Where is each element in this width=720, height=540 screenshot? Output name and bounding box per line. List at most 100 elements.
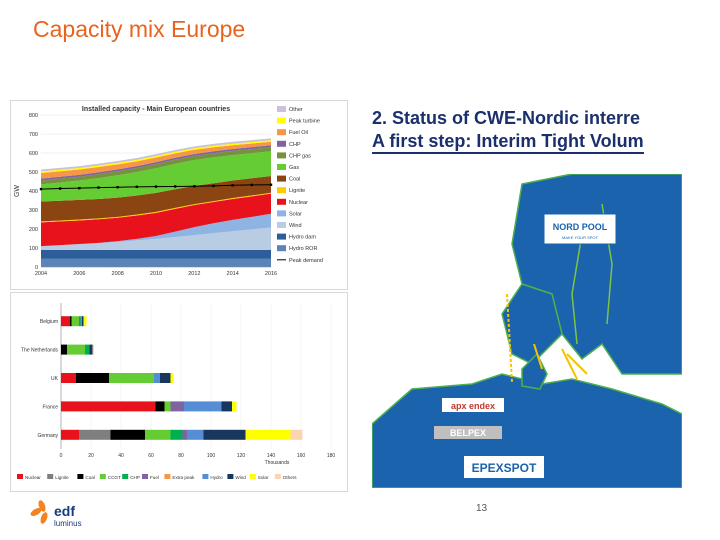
chart2-bar-ccgt [109, 373, 154, 383]
chart2-xtick: 120 [237, 453, 246, 459]
chart2-bar-wind [82, 316, 84, 326]
chart1-peak-demand-point [212, 185, 214, 187]
cwe-title-line2: A first step: Interim Tight Volum [372, 131, 644, 154]
chart1-peak-demand-point [270, 184, 272, 186]
chart2-bar-solar [171, 373, 174, 383]
chart2-legend-label: CHP [130, 475, 140, 480]
cwe-nordic-map: NORD POOL MAKE YOUR SPOT apx endex BELPE… [372, 174, 682, 488]
chart2-bar-hydro [81, 316, 83, 326]
chart1-xtick: 2014 [227, 271, 239, 277]
chart2-bar-coal [70, 316, 72, 326]
chart2-xlabel: Thousands [265, 460, 290, 466]
chart1-legend-swatch [277, 176, 286, 182]
edf-flower-icon [30, 499, 49, 524]
chart1-xtick: 2016 [265, 271, 277, 277]
chart1-legend-label: Hydro dam [289, 235, 316, 241]
chart1-legend-label: Solar [289, 211, 302, 217]
chart2-bar-chp [171, 430, 183, 440]
chart2-legend-swatch [164, 474, 170, 479]
chart2-bar-nuclear [61, 373, 76, 383]
chart1-ylabel: GW [14, 185, 21, 197]
chart1-legend-label: Hydro ROR [289, 246, 317, 252]
chart2-legend-swatch [77, 474, 83, 479]
chart1-peak-demand-point [136, 186, 138, 188]
chart2-bar-nuclear [61, 430, 79, 440]
chart2-legend-swatch [100, 474, 106, 479]
chart2-xtick: 0 [60, 453, 63, 459]
belpex-label: BELPEX [450, 428, 486, 438]
chart2-xtick: 160 [297, 453, 306, 459]
chart2-category-label: Germany [37, 433, 58, 439]
chart2-category-label: Belgium [40, 319, 58, 325]
chart2-xtick: 140 [267, 453, 276, 459]
chart2-bar-ccgt [145, 430, 171, 440]
chart2-bar-solar [232, 401, 237, 411]
chart1-xtick: 2010 [150, 271, 162, 277]
chart2-legend-label: Coal [85, 475, 94, 480]
nordpool-sub: MAKE YOUR SPOT [562, 235, 598, 240]
chart1-legend-swatch [277, 199, 286, 205]
chart2-bar-wind [160, 373, 171, 383]
chart2-legend-swatch [142, 474, 148, 479]
chart1-ytick: 600 [29, 151, 38, 157]
chart1-ytick: 800 [29, 113, 38, 119]
chart2-legend-swatch [202, 474, 208, 479]
apx-logo: apx endex [442, 398, 504, 412]
chart1-legend-peak-label: Peak demand [289, 258, 323, 264]
cwe-nordic-title: 2. Status of CWE-Nordic interre A first … [372, 108, 684, 154]
chart1-legend-swatch [277, 129, 286, 135]
chart2-legend-swatch [275, 474, 281, 479]
chart1-legend-swatch [277, 210, 286, 216]
edf-brand: edf [54, 503, 75, 519]
chart1-legend-label: Coal [289, 177, 300, 183]
chart2-legend-swatch [250, 474, 256, 479]
chart1-peak-demand-point [116, 186, 118, 188]
chart1-peak-demand-point [155, 185, 157, 187]
chart1-peak-demand-point [97, 186, 99, 188]
chart2-bar-hydro [154, 373, 160, 383]
chart1-xtick: 2008 [112, 271, 124, 277]
chart2-xtick: 20 [88, 453, 94, 459]
chart1-peak-demand-point [59, 187, 61, 189]
chart1-xtick: 2006 [73, 271, 85, 277]
chart2-legend-label: CCGT [108, 475, 121, 480]
installed-capacity-chart: Installed capacity - Main European count… [10, 100, 348, 290]
chart1-xtick: 2012 [188, 271, 200, 277]
chart1-legend-label: Nuclear [289, 200, 308, 206]
chart1-legend-label: CHP [289, 142, 301, 148]
chart2-bar-others [291, 430, 303, 440]
chart2-category-label: The Netherlands [21, 348, 58, 354]
apx-label: apx endex [451, 401, 495, 411]
chart1-legend-swatch [277, 234, 286, 240]
chart1-area-hydro-dam [41, 250, 271, 259]
chart1-peak-demand-point [174, 185, 176, 187]
chart2-legend-label: Nuclear [25, 475, 41, 480]
chart1-title: Installed capacity - Main European count… [82, 106, 230, 113]
chart2-xtick: 100 [207, 453, 216, 459]
chart2-legend-label: Lignite [55, 475, 69, 480]
chart2-category-label: UK [51, 376, 59, 382]
chart2-xtick: 60 [148, 453, 154, 459]
chart1-legend-swatch [277, 164, 286, 170]
chart2-bar-ccgt [72, 316, 80, 326]
chart2-legend-label: Others [283, 475, 297, 480]
chart2-legend-swatch [47, 474, 53, 479]
chart1-peak-demand-point [231, 184, 233, 186]
chart2-bar-solar [246, 430, 291, 440]
chart2-legend-label: Fuel [150, 475, 159, 480]
chart1-legend-label: Lignite [289, 188, 305, 194]
chart1-legend-swatch [277, 118, 286, 124]
chart1-legend-swatch [277, 245, 286, 251]
chart2-bar-wind [222, 401, 233, 411]
chart1-ytick: 300 [29, 208, 38, 214]
chart1-legend-swatch [277, 106, 286, 112]
chart1-peak-demand-point [193, 185, 195, 187]
chart1-peak-demand-point [251, 184, 253, 186]
chart2-bar-coal [76, 373, 109, 383]
chart2-bar-wind [204, 430, 246, 440]
chart1-ytick: 200 [29, 227, 38, 233]
chart2-bar-ccgt [165, 401, 171, 411]
cwe-title-line1: 2. Status of CWE-Nordic interre [372, 108, 684, 129]
chart2-bar-coal [111, 430, 146, 440]
chart1-legend-swatch [277, 222, 286, 228]
